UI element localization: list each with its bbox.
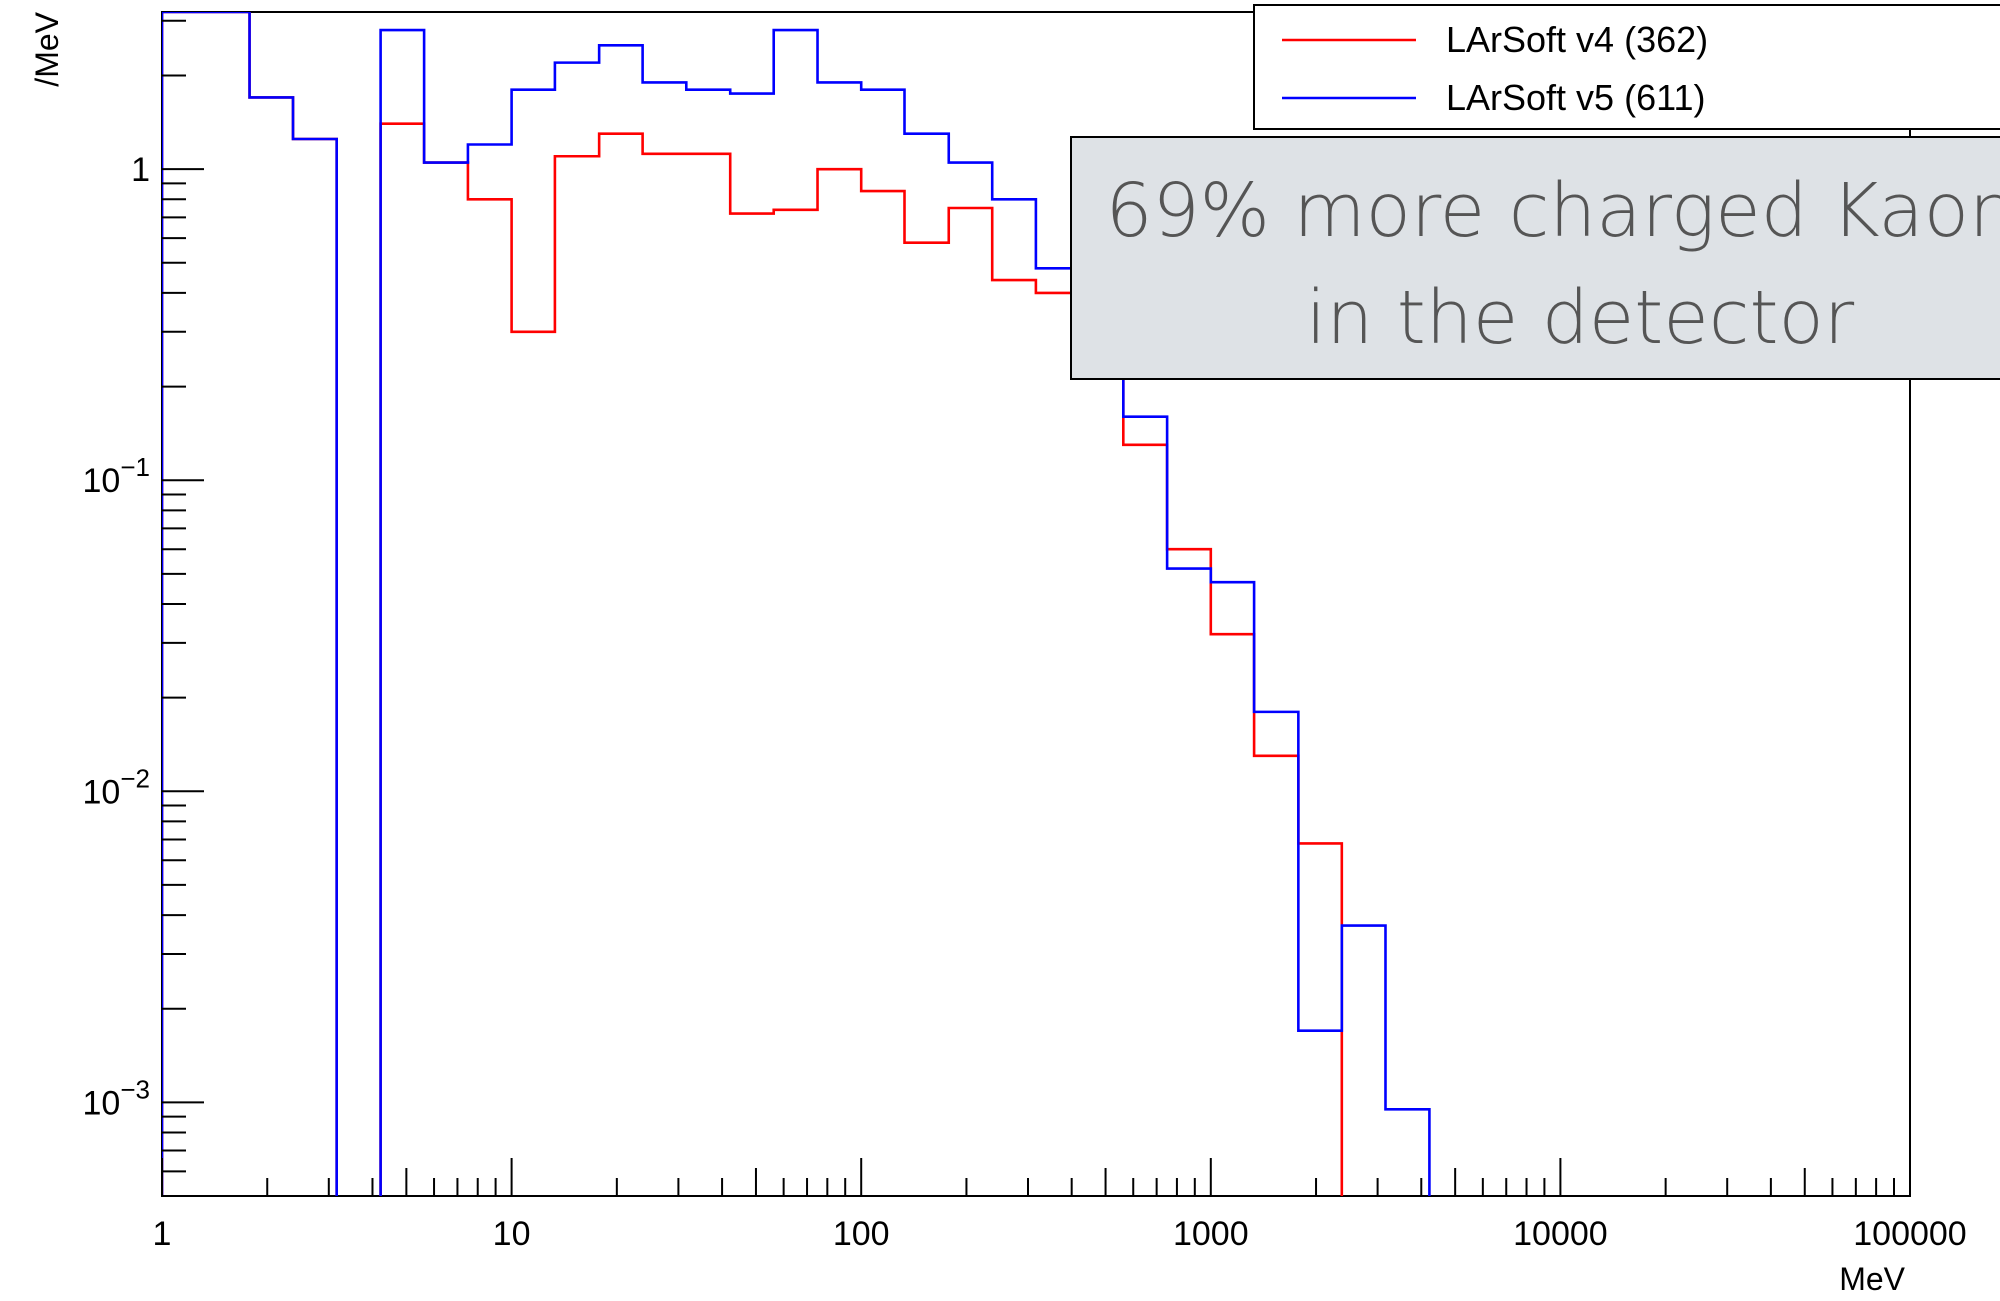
x-axis-title: MeV bbox=[1839, 1261, 1905, 1297]
y-axis-title: /MeV bbox=[29, 11, 65, 86]
annotation-line-2: in the detector bbox=[1306, 275, 1855, 361]
x-tick-label: 10000 bbox=[1513, 1215, 1608, 1253]
y-axis: 10−3 10−2 10−1 1 bbox=[83, 19, 204, 1197]
legend-label-v5: LArSoft v5 (611) bbox=[1446, 77, 1705, 118]
x-tick-label: 10 bbox=[493, 1215, 531, 1253]
legend-label-v4: LArSoft v4 (362) bbox=[1446, 19, 1708, 60]
legend: LArSoft v4 (362) LArSoft v5 (611) bbox=[1253, 4, 2000, 130]
x-tick-label: 100000 bbox=[1853, 1215, 1966, 1253]
x-tick-label: 1 bbox=[153, 1215, 172, 1253]
annotation-background bbox=[1070, 136, 2000, 380]
x-tick-label: 1000 bbox=[1173, 1215, 1249, 1253]
annotation-line-1: 69% more charged Kaons bbox=[1106, 168, 2000, 254]
x-axis: 1 10 100 1000 10000 100000 bbox=[153, 1158, 1967, 1253]
legend-box bbox=[1253, 4, 2000, 130]
x-tick-label: 100 bbox=[833, 1215, 890, 1253]
annotation-box: 69% more charged Kaons in the detector bbox=[1070, 136, 2000, 380]
y-tick-label: 10−2 bbox=[83, 763, 150, 811]
y-tick-label: 10−1 bbox=[83, 452, 150, 500]
series-layer bbox=[162, 12, 1431, 1196]
series-line-v5 bbox=[162, 12, 1431, 1196]
y-tick-label: 1 bbox=[131, 151, 150, 189]
y-tick-label: 10−3 bbox=[83, 1074, 150, 1122]
